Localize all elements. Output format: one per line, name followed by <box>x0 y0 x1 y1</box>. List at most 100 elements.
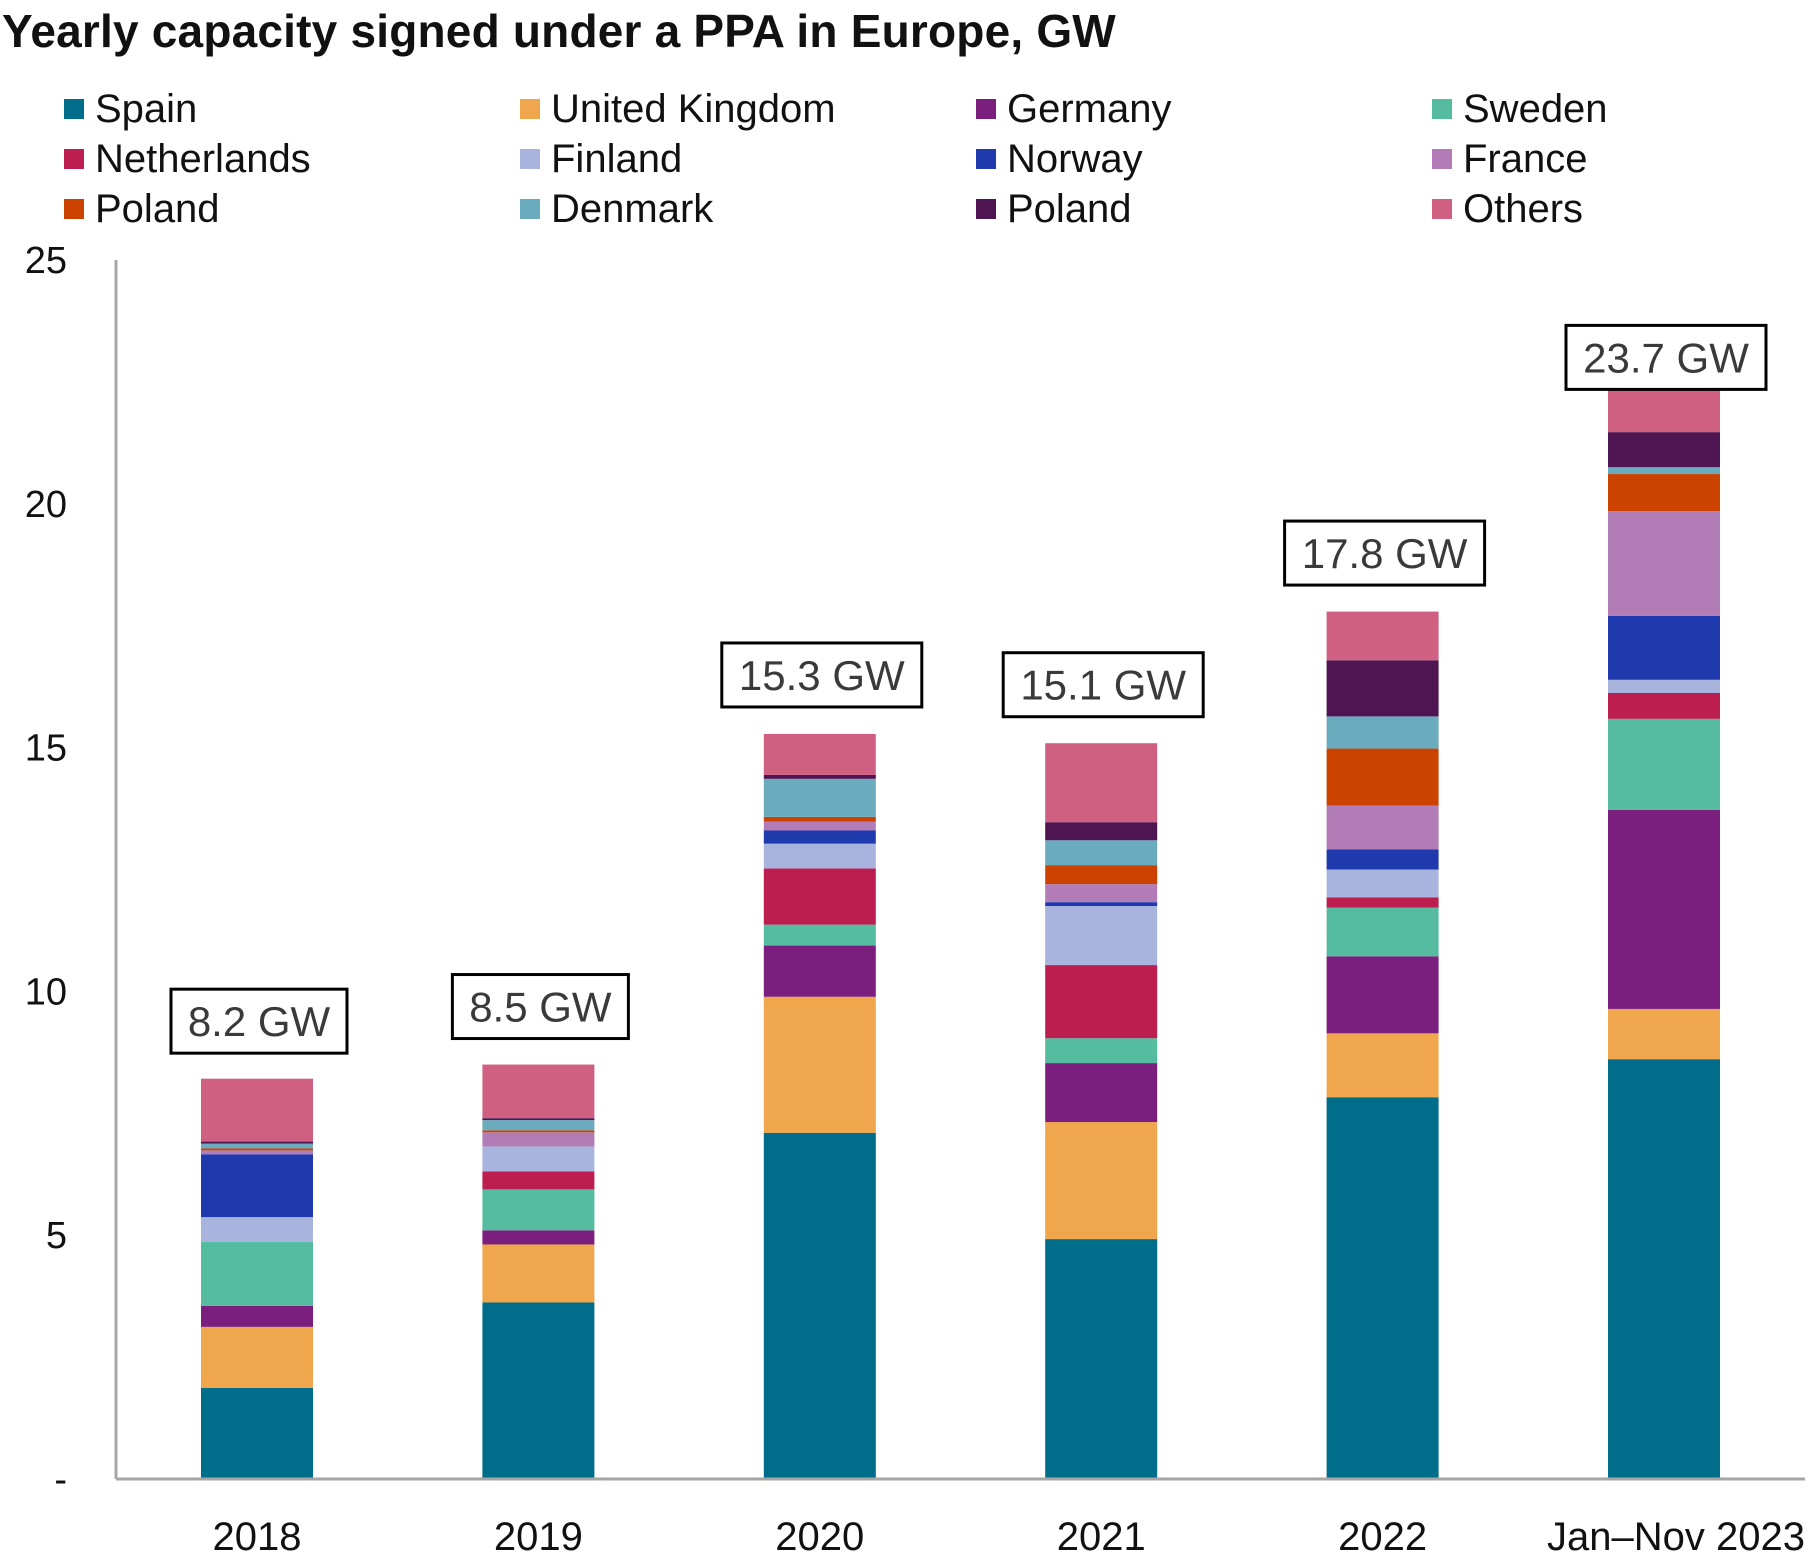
bar-segment <box>763 996 876 1133</box>
legend-swatch <box>976 149 996 169</box>
bar-segment <box>1608 718 1720 811</box>
bar-segment <box>1326 660 1439 717</box>
total-label: 15.3 GW <box>720 641 924 709</box>
bar-segment <box>763 868 876 925</box>
bar-segment <box>1608 615 1720 680</box>
bars-layer <box>201 324 1720 1479</box>
legend-label: France <box>1463 136 1588 181</box>
total-label: 23.7 GW <box>1564 323 1768 391</box>
legend-swatch <box>520 149 540 169</box>
total-label-text: 8.5 GW <box>469 984 612 1031</box>
legend-item: United Kingdom <box>520 84 836 134</box>
x-tick-label: 2022 <box>1338 1515 1427 1559</box>
bar-segment <box>201 1154 313 1218</box>
total-label: 17.8 GW <box>1283 519 1487 587</box>
bar-stack <box>1326 611 1439 1479</box>
y-tick-label: - <box>54 1459 67 1501</box>
total-label-box <box>1564 323 1768 391</box>
bar-segment <box>1326 748 1439 806</box>
bar-segment <box>763 778 876 817</box>
bar-segment <box>201 1305 313 1327</box>
y-tick-label: 20 <box>25 484 67 526</box>
chart-title: Yearly capacity signed under a PPA in Eu… <box>2 5 1116 57</box>
bar-segment <box>201 1387 313 1479</box>
x-tick-label: 2018 <box>213 1515 302 1559</box>
bar-segment <box>1608 810 1720 1009</box>
bar-stack <box>1608 324 1720 1479</box>
bar-segment <box>201 1148 313 1151</box>
bar-segment <box>482 1302 595 1479</box>
y-tick-label: 25 <box>25 240 67 282</box>
y-tick-label: 5 <box>46 1215 67 1257</box>
bar-segment <box>1326 716 1439 749</box>
legend-item: Norway <box>976 134 1143 184</box>
bar-segment <box>1326 907 1439 957</box>
total-label-box <box>720 641 924 709</box>
bar-segment <box>482 1230 595 1245</box>
legend-label: Denmark <box>551 186 714 231</box>
total-label-text: 15.3 GW <box>739 652 905 699</box>
bar-segment <box>1045 840 1158 866</box>
bar-segment <box>201 1143 313 1149</box>
bar-stack <box>201 1078 313 1479</box>
bar-segment <box>1326 805 1439 850</box>
total-label-text: 15.1 GW <box>1020 662 1186 709</box>
total-label-text: 23.7 GW <box>1583 334 1749 381</box>
legend-label: Netherlands <box>95 136 311 181</box>
bar-segment <box>1045 1038 1158 1064</box>
legend-label: Germany <box>1007 86 1172 131</box>
legend-item: Spain <box>64 84 197 134</box>
legend-label: Others <box>1463 186 1584 231</box>
bar-stack <box>1045 743 1158 1479</box>
legend-swatch <box>976 99 996 119</box>
bar-segment <box>1326 956 1439 1034</box>
bar-segment <box>482 1171 595 1190</box>
bar-segment <box>1608 679 1720 693</box>
bar-segment <box>1608 1059 1720 1479</box>
bar-segment <box>1045 865 1158 885</box>
legend-swatch <box>1432 199 1452 219</box>
bar-segment <box>1608 467 1720 475</box>
legend-item: Netherlands <box>64 134 311 184</box>
bar-segment <box>763 830 876 844</box>
legend-swatch <box>64 199 84 219</box>
bar-segment <box>201 1078 313 1142</box>
total-label-text: 17.8 GW <box>1302 530 1468 577</box>
bar-segment <box>482 1064 595 1119</box>
bar-segment <box>1045 1239 1158 1479</box>
y-tick-label: 15 <box>25 728 67 770</box>
bar-segment <box>201 1150 313 1155</box>
legend-label: Poland <box>95 186 220 231</box>
x-tick-label: 2020 <box>775 1515 864 1559</box>
total-label-box <box>450 973 630 1041</box>
bar-segment <box>1045 743 1158 823</box>
legend-swatch <box>976 199 996 219</box>
bar-segment <box>201 1217 313 1243</box>
bar-segment <box>482 1146 595 1172</box>
bar-segment <box>1045 1063 1158 1123</box>
legend-item: Sweden <box>1432 84 1608 134</box>
bar-segment <box>1326 897 1439 908</box>
bar-segment <box>482 1130 595 1133</box>
bar-segment <box>1326 849 1439 870</box>
legend-swatch <box>1432 99 1452 119</box>
bar-segment <box>763 774 876 779</box>
total-label-box <box>169 987 349 1055</box>
legend-swatch <box>1432 149 1452 169</box>
bar-segment <box>482 1120 595 1131</box>
total-label: 8.5 GW <box>450 973 630 1041</box>
legend-item: Germany <box>976 84 1172 134</box>
legend-swatch <box>64 149 84 169</box>
legend-label: Finland <box>551 136 683 181</box>
bar-segment <box>1608 511 1720 616</box>
bar-segment <box>763 843 876 869</box>
bar-segment <box>763 924 876 946</box>
bar-segment <box>1608 474 1720 512</box>
total-label-box <box>1283 519 1487 587</box>
legend-item: Denmark <box>520 184 713 234</box>
total-label: 8.2 GW <box>169 987 349 1055</box>
bar-segment <box>482 1244 595 1303</box>
total-label-text: 8.2 GW <box>188 998 331 1045</box>
bar-segment <box>482 1132 595 1147</box>
